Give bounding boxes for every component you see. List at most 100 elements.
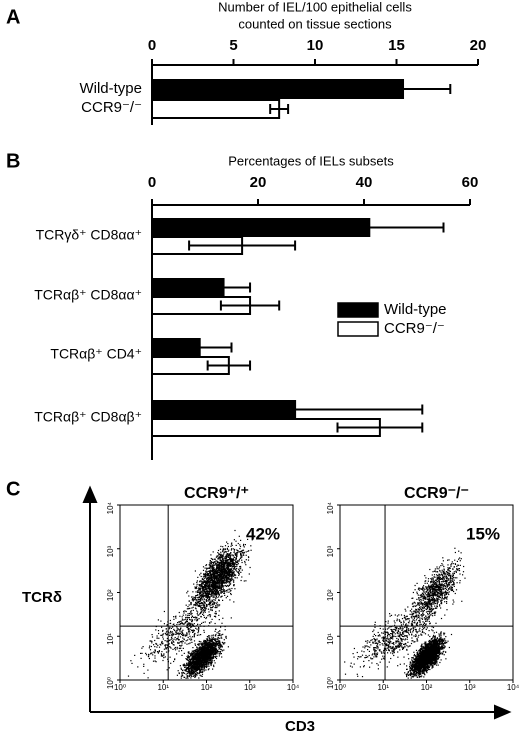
dot: [189, 667, 191, 669]
dot: [416, 609, 418, 611]
dot: [207, 651, 209, 653]
dot: [196, 597, 198, 599]
dot: [203, 604, 205, 606]
dot: [197, 618, 199, 620]
dot: [180, 647, 182, 649]
dot: [207, 573, 209, 576]
dot: [216, 642, 218, 645]
dot: [196, 600, 198, 602]
dot: [440, 581, 442, 583]
dot: [229, 556, 231, 558]
dot: [205, 599, 207, 601]
dot: [411, 613, 413, 616]
dot: [221, 650, 224, 652]
dot: [192, 667, 194, 669]
dot: [213, 575, 215, 578]
dot: [170, 636, 173, 639]
dot: [198, 585, 200, 587]
dot: [179, 645, 181, 647]
dot: [233, 550, 235, 552]
dot: [219, 651, 221, 653]
dot: [188, 666, 190, 669]
dot: [217, 653, 219, 655]
dot: [208, 665, 210, 667]
dot: [224, 573, 226, 575]
dot: [411, 608, 413, 610]
dot: [200, 634, 202, 636]
dot: [236, 552, 238, 554]
dot: [134, 654, 136, 656]
dot: [173, 629, 176, 632]
dot: [201, 606, 203, 609]
dot: [197, 576, 199, 578]
dot: [234, 564, 236, 566]
dot: [234, 588, 236, 590]
dot: [230, 571, 232, 573]
dot: [203, 629, 205, 631]
dot: [215, 610, 217, 613]
dot: [172, 626, 174, 628]
dot: [216, 606, 218, 609]
dot: [435, 602, 437, 605]
dot: [429, 612, 431, 614]
x-tick-label: 0: [148, 174, 156, 191]
dot: [238, 535, 240, 537]
dot: [201, 585, 204, 587]
dot: [186, 662, 188, 664]
dot: [209, 577, 211, 579]
dot: [208, 635, 210, 637]
dot: [201, 653, 203, 655]
dot: [210, 654, 212, 656]
dot: [446, 571, 448, 573]
dot: [240, 557, 242, 559]
dot: [237, 571, 239, 573]
dot: [199, 603, 201, 605]
dot: [457, 568, 459, 570]
dot: [218, 599, 220, 601]
dot: [245, 554, 247, 556]
dot: [195, 591, 197, 593]
dot: [215, 641, 217, 643]
dot: [202, 670, 204, 672]
dot: [214, 648, 216, 650]
dot: [207, 570, 209, 572]
dot: [195, 653, 197, 655]
dot: [187, 654, 189, 656]
dot: [221, 577, 223, 580]
dot: [243, 554, 245, 556]
dot: [453, 579, 455, 581]
dot: [187, 636, 189, 638]
dot: [448, 588, 450, 590]
dot: [156, 637, 158, 639]
dot: [190, 655, 192, 657]
dot: [230, 549, 232, 551]
dot: [228, 570, 230, 572]
chart-title: Percentages of IELs subsets: [228, 153, 394, 168]
dot: [176, 627, 178, 629]
dot: [211, 586, 213, 588]
dot: [181, 674, 183, 676]
dot: [434, 599, 436, 601]
dot: [176, 648, 178, 650]
dot: [191, 615, 193, 617]
y-tick-label: 10⁴: [106, 501, 115, 514]
dot: [205, 641, 207, 643]
dot: [219, 645, 221, 647]
dot: [220, 569, 222, 571]
dot: [226, 547, 228, 549]
dot: [201, 594, 203, 596]
dot: [219, 554, 222, 556]
dot: [209, 658, 211, 660]
dot: [229, 562, 231, 565]
dot: [208, 641, 210, 643]
dot: [215, 594, 217, 596]
dot: [212, 636, 215, 638]
dot: [213, 638, 215, 640]
dot: [220, 648, 222, 650]
dot: [150, 645, 152, 648]
dot: [435, 571, 437, 573]
dot: [197, 666, 199, 669]
dot: [436, 571, 438, 573]
dot: [430, 588, 432, 590]
dot: [446, 584, 448, 586]
